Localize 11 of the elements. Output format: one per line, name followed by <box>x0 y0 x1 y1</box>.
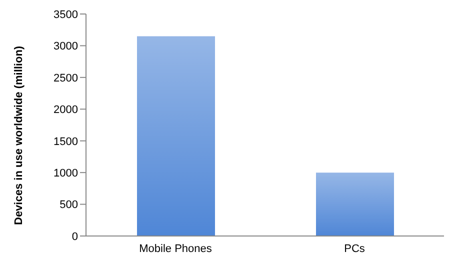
x-tick-label: PCs <box>344 242 366 255</box>
y-tick-label: 3000 <box>54 40 78 53</box>
y-axis-title: Devices in use worldwide (million) <box>12 46 25 225</box>
y-tick-label: 2500 <box>54 72 78 84</box>
y-tick-label: 1000 <box>54 167 78 180</box>
y-tick-label: 500 <box>60 199 78 212</box>
x-tick-label: Mobile Phones <box>139 242 212 255</box>
y-tick-label: 1500 <box>54 136 78 148</box>
y-tick-label: 3500 <box>54 8 78 21</box>
y-tick-label: 2000 <box>54 104 78 116</box>
y-tick-label: 0 <box>72 230 78 243</box>
